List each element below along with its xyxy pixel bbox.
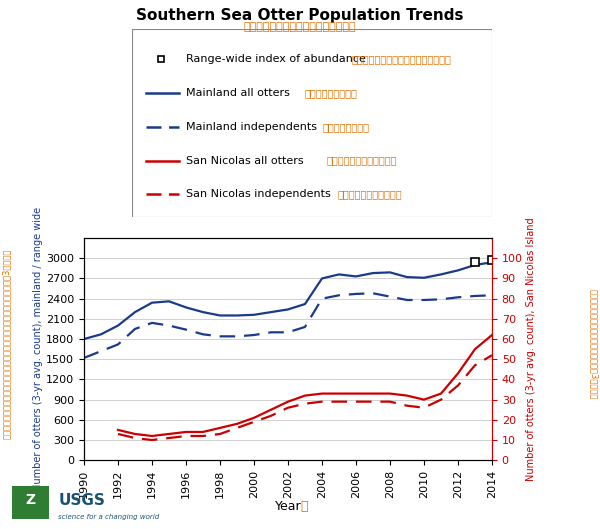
FancyBboxPatch shape [132, 29, 492, 217]
Bar [12, 486, 49, 519]
Y-axis label: Number of otters (3-yr avg. count), mainland / range wide: Number of otters (3-yr avg. count), main… [33, 207, 43, 491]
Y-axis label: Number of otters (3-yr avg. count), San Nicolas Island: Number of otters (3-yr avg. count), San … [526, 217, 536, 481]
Text: 本土沿岸の成体数: 本土沿岸の成体数 [323, 122, 370, 132]
Text: Mainland all otters: Mainland all otters [186, 88, 290, 98]
Text: カリフォルニア本土沿岸およびカリフォルニア全域におけるラッコの数（3年平均）: カリフォルニア本土沿岸およびカリフォルニア全域におけるラッコの数（3年平均） [1, 249, 11, 439]
Text: Southern Sea Otter Population Trends: Southern Sea Otter Population Trends [136, 8, 464, 23]
Text: カリフォルニアラッコの個体数の傾向: カリフォルニアラッコの個体数の傾向 [244, 22, 356, 32]
Text: San Nicolas independents: San Nicolas independents [186, 189, 331, 199]
Text: サンニコラス島の成体数: サンニコラス島の成体数 [337, 189, 402, 199]
Text: Z: Z [25, 494, 35, 507]
Text: Mainland independents: Mainland independents [186, 122, 317, 132]
Text: 年: 年 [300, 500, 308, 513]
Text: San Nicolas all otters: San Nicolas all otters [186, 156, 304, 166]
Text: Range-wide index of abundance: Range-wide index of abundance [186, 54, 366, 64]
Text: サンニコラス島の全個体数: サンニコラス島の全個体数 [326, 156, 397, 166]
Text: science for a changing world: science for a changing world [58, 514, 160, 521]
Text: USGS: USGS [58, 493, 105, 508]
Text: カリフォルニア全域における繁殖状態: カリフォルニア全域における繁殖状態 [352, 54, 451, 64]
Text: Year: Year [275, 500, 301, 513]
Text: 本土沿岸の全個体数: 本土沿岸の全個体数 [305, 88, 358, 98]
Text: サンニコラス島におけるラッコの数（3年平均）: サンニコラス島におけるラッコの数（3年平均） [589, 289, 599, 399]
